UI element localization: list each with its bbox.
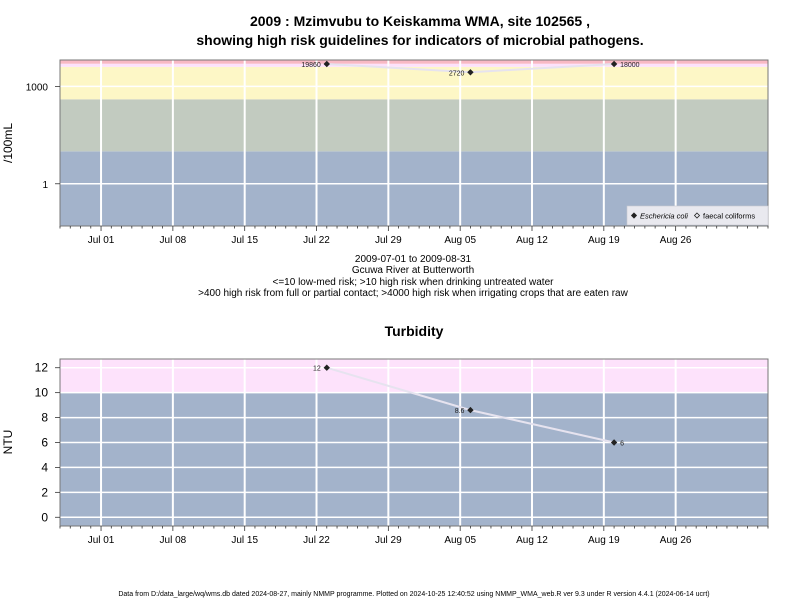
microbial-panel: Jul 01 Jul 08 Jul 15 Jul 22 Jul 29 Aug 05 Aug …	[1, 59, 769, 246]
data-label: 18000	[620, 62, 640, 69]
turbidity-panel: Jul 01 Jul 08 Jul 15 Jul 22 Jul 29 Aug 05 Aug …	[1, 358, 769, 546]
legend-marker	[630, 212, 638, 219]
legend-label: faecal coliforms	[703, 212, 755, 221]
x-tick-label: Jul 22	[303, 235, 330, 246]
y-axis-label: NTU	[1, 430, 15, 455]
data-point	[610, 439, 618, 446]
x-tick-label: Jul 15	[231, 235, 258, 246]
x-tick-label: Jul 01	[88, 235, 115, 246]
x-tick-label: Jul 15	[231, 535, 258, 546]
y-tick-label: 2	[41, 485, 48, 499]
main-title-line1: 2009 : Mzimvubu to Keiskamma WMA, site 1…	[250, 13, 590, 29]
caption-site: Gcuwa River at Butterworth	[352, 265, 474, 276]
caption-drinking-risk: <=10 low-med risk; >10 high risk when dr…	[273, 277, 555, 288]
y-tick-label: 4	[41, 460, 48, 474]
data-point	[467, 406, 474, 414]
data-point	[610, 60, 618, 68]
caption-contact-risk: >400 high risk from full or partial cont…	[198, 288, 628, 299]
x-tick-label: Jul 29	[375, 235, 402, 246]
x-tick-label: Aug 19	[588, 235, 620, 246]
x-tick-label: Jul 08	[160, 235, 187, 246]
x-tick-label: Jul 29	[375, 535, 402, 546]
y-tick-label: 1000	[26, 82, 49, 93]
x-tick-label: Aug 05	[444, 235, 476, 246]
risk-band	[60, 392, 768, 526]
x-tick-label: Jul 22	[303, 535, 330, 546]
y-tick-label: 10	[35, 386, 49, 400]
x-tick-label: Aug 26	[660, 235, 692, 246]
data-point	[323, 60, 330, 68]
x-tick-label: Jul 01	[88, 535, 115, 546]
risk-band	[60, 66, 768, 100]
data-label: 8.6	[455, 408, 465, 415]
x-tick-label: Aug 19	[588, 535, 620, 546]
data-point	[323, 364, 330, 371]
y-axis-label: /100mL	[1, 123, 15, 163]
legend-box	[626, 205, 769, 226]
x-tick-label: Aug 12	[516, 535, 548, 546]
data-point	[467, 69, 474, 76]
data-label: 19860	[301, 62, 321, 69]
x-tick-label: Aug 05	[444, 535, 476, 546]
legend-marker	[693, 212, 701, 219]
risk-band	[60, 99, 768, 152]
risk-band	[60, 359, 768, 393]
x-tick-label: Aug 26	[660, 535, 692, 546]
x-tick-label: Jul 08	[160, 535, 187, 546]
y-tick-label: 12	[35, 361, 49, 375]
y-tick-label: 8	[41, 411, 48, 425]
caption-date-range: 2009-07-01 to 2009-08-31	[355, 254, 472, 265]
footer-note: Data from D:/data_large/wq/wms.db dated …	[118, 591, 709, 598]
y-tick-label: 6	[41, 436, 48, 450]
data-label: 6	[620, 441, 624, 448]
y-tick-label: 1	[42, 180, 48, 191]
y-tick-label: 0	[41, 510, 48, 524]
legend-label: Eschericia coli	[640, 212, 688, 221]
data-label: 12	[313, 366, 321, 373]
risk-band	[60, 60, 768, 64]
turbidity-title: Turbidity	[385, 323, 444, 339]
plot-frame	[59, 59, 769, 227]
x-tick-label: Aug 12	[516, 235, 548, 246]
data-label: 2720	[449, 70, 465, 77]
main-title-line2: showing high risk guidelines for indicat…	[196, 32, 643, 48]
risk-band	[60, 63, 768, 67]
